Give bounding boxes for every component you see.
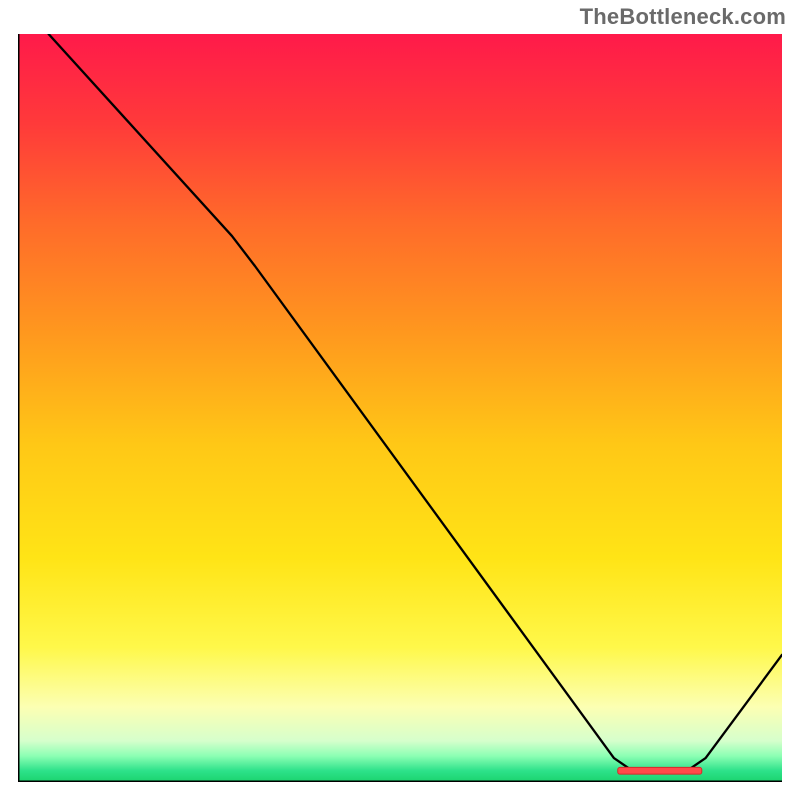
chart-svg — [18, 34, 782, 782]
chart-container: TheBottleneck.com — [0, 0, 800, 800]
bottleneck-curve — [49, 34, 782, 771]
optimal-range-marker — [618, 767, 702, 774]
plot-area — [18, 34, 782, 782]
axis-frame — [18, 34, 782, 782]
watermark-text: TheBottleneck.com — [580, 4, 786, 30]
